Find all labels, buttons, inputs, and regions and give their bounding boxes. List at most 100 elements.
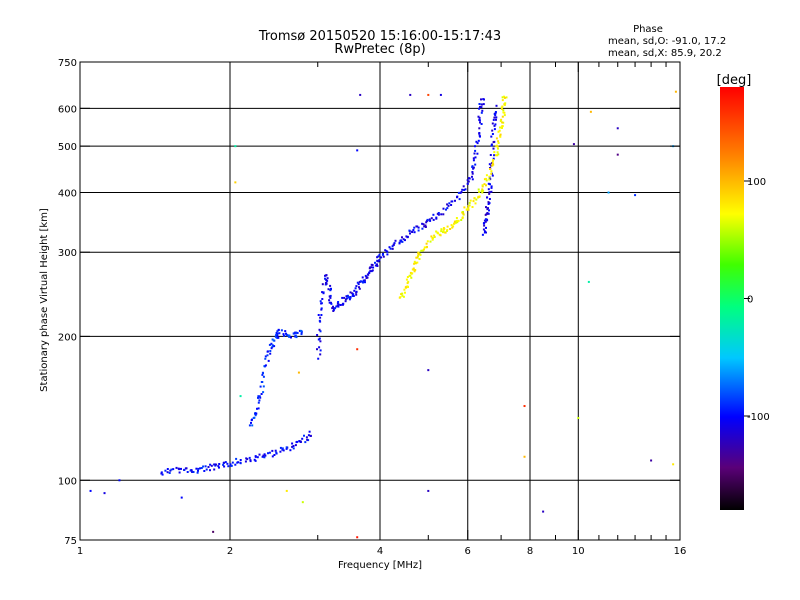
trace-point xyxy=(456,196,458,199)
trace-point xyxy=(260,393,263,395)
trace-point xyxy=(253,458,256,461)
trace-point xyxy=(472,159,475,162)
trace-point xyxy=(483,98,485,101)
trace-point xyxy=(483,231,486,234)
trace-point xyxy=(276,334,279,337)
trace-point xyxy=(351,294,354,297)
scatter-point xyxy=(589,110,592,113)
scatter-point xyxy=(439,93,442,96)
trace-point xyxy=(473,152,476,155)
trace-point xyxy=(468,177,471,180)
trace-point xyxy=(404,286,407,289)
trace-point xyxy=(185,467,188,470)
trace-point xyxy=(328,301,331,304)
scatter-point xyxy=(523,455,526,458)
trace-point xyxy=(476,152,479,155)
trace-point xyxy=(363,279,366,282)
trace-point xyxy=(497,130,500,133)
trace-point xyxy=(403,288,406,291)
trace-point xyxy=(484,218,487,221)
trace-point xyxy=(268,451,271,454)
trace-point xyxy=(160,472,163,475)
chart-title: Tromsø 20150520 15:16:00-15:17:43 xyxy=(258,29,501,44)
trace-point xyxy=(412,267,415,270)
trace-point xyxy=(285,447,288,450)
trace-point xyxy=(209,463,212,466)
scatter-point xyxy=(297,371,300,374)
trace-point xyxy=(272,339,275,342)
scatter-point xyxy=(239,395,242,398)
trace-point xyxy=(492,141,495,144)
trace-point xyxy=(484,213,487,216)
trace-point xyxy=(371,269,374,272)
trace-point xyxy=(485,226,487,229)
trace-point xyxy=(270,342,273,345)
trace-point xyxy=(218,463,221,465)
trace-point xyxy=(481,109,484,112)
trace-point xyxy=(353,289,356,292)
trace-point xyxy=(480,98,482,101)
trace-point xyxy=(244,460,247,463)
trace-point xyxy=(431,236,434,239)
trace-point xyxy=(289,449,292,452)
trace-point xyxy=(477,188,480,191)
trace-point xyxy=(295,335,298,338)
trace-point xyxy=(332,307,335,310)
trace-point xyxy=(486,196,488,199)
trace-point xyxy=(485,174,488,177)
trace-point xyxy=(500,118,503,121)
trace-point xyxy=(164,469,167,472)
trace-point xyxy=(378,253,381,256)
colorbar-tick-label: -100 xyxy=(747,412,770,423)
trace-point xyxy=(295,331,298,334)
trace-point xyxy=(271,449,274,452)
trace-point xyxy=(256,456,259,459)
trace-point xyxy=(329,289,332,292)
trace-point xyxy=(451,226,454,229)
trace-point xyxy=(417,255,419,258)
trace-point xyxy=(435,230,438,233)
trace-point xyxy=(491,129,494,132)
scatter-point xyxy=(572,143,575,146)
trace-point xyxy=(301,437,304,440)
trace-point xyxy=(337,301,340,303)
trace-point xyxy=(178,471,181,474)
trace-point xyxy=(490,170,493,173)
trace-point xyxy=(471,166,474,168)
trace-point xyxy=(168,472,171,474)
trace-point xyxy=(462,185,465,188)
trace-point xyxy=(502,109,505,112)
trace-point xyxy=(442,231,444,234)
trace-point xyxy=(235,457,238,460)
trace-point xyxy=(325,281,327,284)
trace-point xyxy=(490,144,493,147)
trace-point xyxy=(224,461,227,464)
trace-point xyxy=(349,296,352,299)
trace-point xyxy=(431,238,434,241)
trace-point xyxy=(339,304,342,306)
trace-point xyxy=(399,296,402,299)
trace-point xyxy=(371,264,374,266)
trace-point xyxy=(428,218,431,221)
trace-point xyxy=(492,157,495,160)
trace-point xyxy=(264,357,267,360)
trace-point xyxy=(469,199,472,202)
trace-point xyxy=(398,241,401,244)
trace-point xyxy=(355,293,358,296)
trace-point xyxy=(414,261,417,264)
trace-point xyxy=(330,287,332,290)
trace-point xyxy=(368,272,371,274)
trace-point xyxy=(423,248,425,251)
trace-point xyxy=(471,172,474,175)
trace-point xyxy=(453,220,456,223)
trace-point xyxy=(440,228,443,231)
trace-point xyxy=(271,455,274,458)
trace-point xyxy=(417,251,420,254)
trace-point xyxy=(479,105,481,108)
trace-point xyxy=(491,164,494,167)
trace-point xyxy=(344,298,347,301)
trace-point xyxy=(250,421,252,424)
trace-point xyxy=(488,163,491,166)
trace-point xyxy=(478,107,481,110)
trace-point xyxy=(230,464,233,467)
